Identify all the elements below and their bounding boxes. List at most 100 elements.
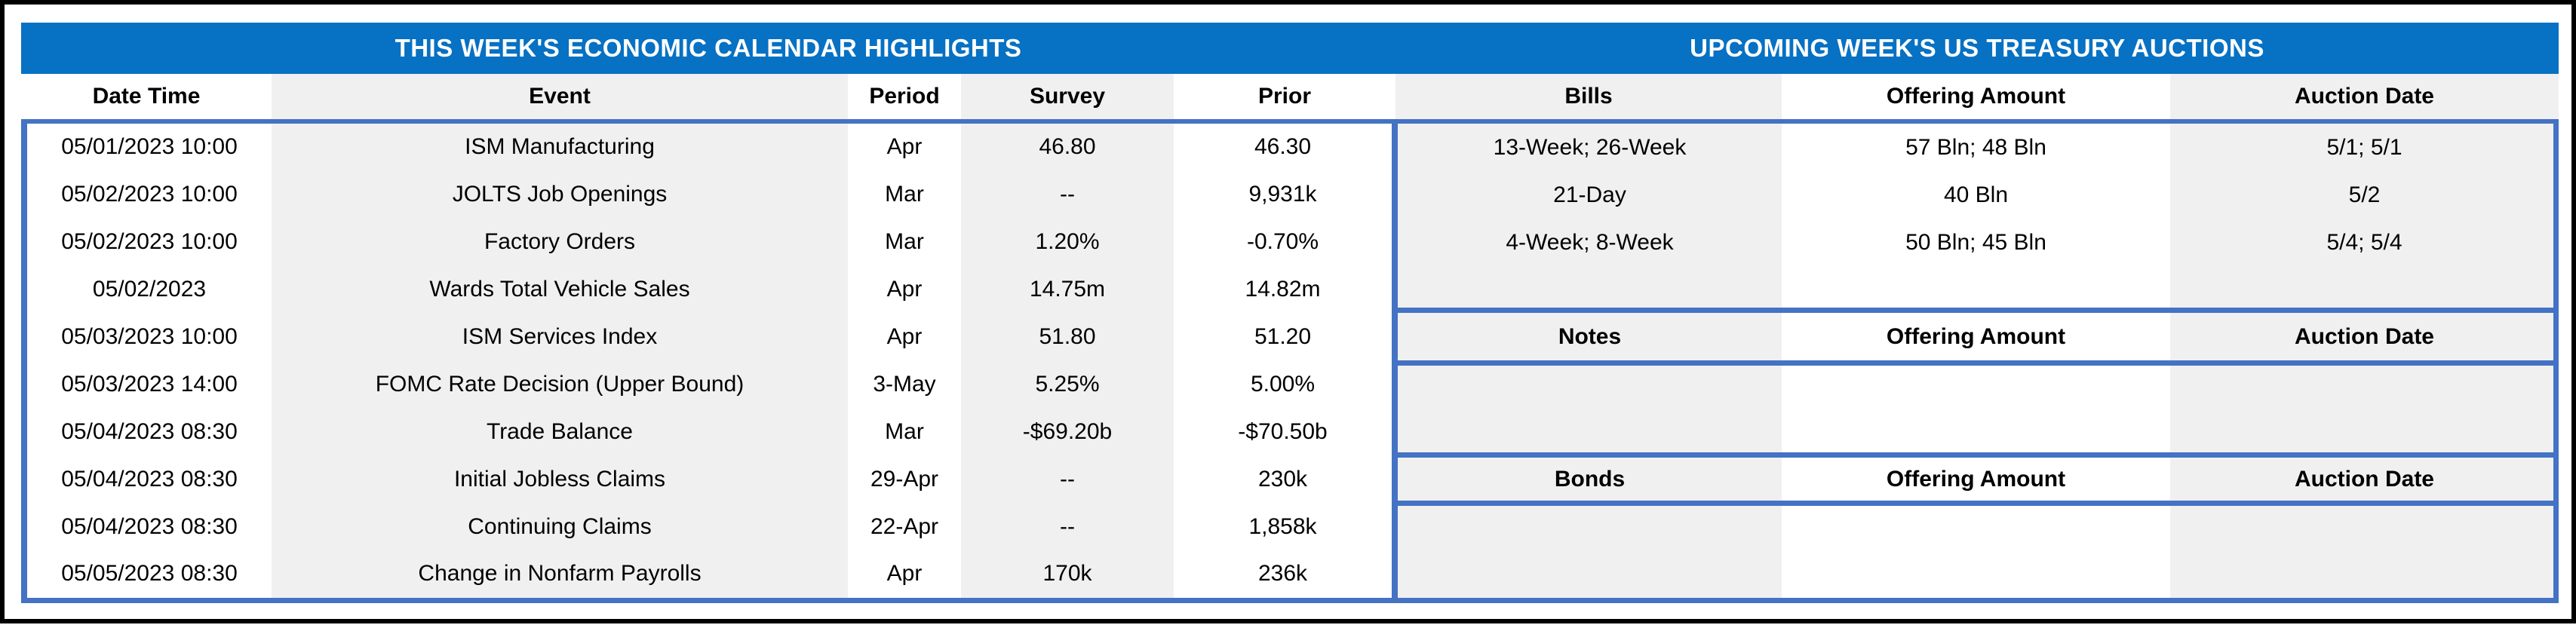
calendar-cell: 05/01/2023 10:00 [27,124,272,171]
calendar-cell: Apr [848,265,961,314]
calendar-cell: 1.20% [961,218,1174,266]
calendar-cell: 14.75m [961,265,1174,314]
calendar-cell: Mar [848,218,961,266]
calendar-cell: 05/03/2023 14:00 [27,360,272,409]
calendar-cell: 46.30 [1174,124,1392,171]
notes-auction-date-header: Auction Date [2170,313,2559,360]
calendar-cell: 22-Apr [848,503,961,551]
calendar-title: THIS WEEK'S ECONOMIC CALENDAR HIGHLIGHTS [395,34,1022,62]
notes-offering-stripe [1782,366,2170,452]
col-header-auction-date: Auction Date [2170,74,2559,119]
calendar-row: 05/02/2023 10:00 Factory Orders Mar 1.20% -0… [27,218,1392,266]
calendar-cell: 05/04/2023 08:30 [27,455,272,504]
calendar-row: 05/05/2023 08:30 Change in Nonfarm Payrol… [27,550,1392,598]
col-header-date-time: Date Time [21,74,272,119]
section-header-bonds: Bonds [1398,458,1782,501]
bills-cell: 21-Day [1553,182,1626,207]
col-header-event: Event [272,74,848,119]
calendar-rows: 05/01/2023 10:00 ISM Manufacturing Apr 46.8… [27,124,1392,598]
calendar-cell: 46.80 [961,124,1174,171]
bills-cell: 50 Bln; 45 Bln [1905,229,2046,255]
calendar-cell: ISM Manufacturing [272,124,848,171]
calendar-cell: 1,858k [1174,503,1392,551]
bills-cell: 13-Week; 26-Week [1493,134,1687,160]
calendar-cell: JOLTS Job Openings [272,170,848,219]
header-underline [21,119,2559,124]
calendar-bottom-border [21,598,1398,603]
calendar-cell: 51.80 [961,313,1174,361]
calendar-cell: 05/04/2023 08:30 [27,408,272,456]
bonds-offering-stripe [1782,506,2170,598]
calendar-row: 05/03/2023 14:00 FOMC Rate Decision (Uppe… [27,360,1392,409]
calendar-cell: 9,931k [1174,170,1392,219]
calendar-cell: -- [961,170,1174,219]
calendar-cell: 3-May [848,360,961,409]
calendar-left-border [21,124,27,603]
calendar-cell: Mar [848,408,961,456]
calendar-cell: 5.25% [961,360,1174,409]
calendar-cell: 230k [1174,455,1392,504]
calendar-cell: -$69.20b [961,408,1174,456]
notes-empty-area [1398,366,2559,452]
calendar-cell: Apr [848,124,961,171]
bonds-date-stripe [2170,506,2559,598]
calendar-row: 05/04/2023 08:30 Continuing Claims 22-Apr -… [27,503,1392,551]
table-divider-border [1392,124,1398,603]
calendar-cell: 05/02/2023 [27,265,272,314]
calendar-cell: 14.82m [1174,265,1392,314]
bills-row: 4-Week; 8-Week 50 Bln; 45 Bln 5/4; 5/4 [1398,219,2559,266]
bonds-column-stripe [1398,506,1782,598]
calendar-cell: Apr [848,313,961,361]
col-header-prior: Prior [1174,74,1395,119]
calendar-row: 05/04/2023 08:30 Trade Balance Mar -$69.20b… [27,408,1392,456]
section-header-notes: Notes [1398,313,1782,360]
bills-row: 21-Day 40 Bln 5/2 [1398,171,2559,219]
calendar-cell: -$70.50b [1174,408,1392,456]
col-header-offering-amount: Offering Amount [1782,74,2170,119]
auctions-right-border [2553,124,2559,603]
calendar-row: 05/04/2023 08:30 Initial Jobless Claims 29… [27,455,1392,504]
notes-top-border [1398,308,2559,313]
offering-column-stripe [1782,124,2170,308]
col-header-bills: Bills [1395,74,1782,119]
notes-date-stripe [2170,366,2559,452]
bonds-header-underline [1398,501,2559,506]
calendar-row: 05/02/2023 Wards Total Vehicle Sales Apr 14… [27,265,1392,314]
bonds-auction-date-header: Auction Date [2170,458,2559,501]
calendar-cell: -- [961,455,1174,504]
column-header-row: Date Time Event Period Survey Prior Bill… [21,74,2559,119]
calendar-cell: 05/02/2023 10:00 [27,170,272,219]
calendar-cell: 51.20 [1174,313,1392,361]
bills-cell: 4-Week; 8-Week [1506,229,1674,255]
bills-cell: 40 Bln [1943,182,2009,207]
calendar-cell: Apr [848,550,961,598]
calendar-cell: 05/04/2023 08:30 [27,503,272,551]
auctions-title: UPCOMING WEEK'S US TREASURY AUCTIONS [1690,34,2264,62]
auction-date-column-stripe [2170,124,2559,308]
calendar-cell: Continuing Claims [272,503,848,551]
bills-row: 13-Week; 26-Week 57 Bln; 48 Bln 5/1; 5/1 [1398,124,2559,171]
calendar-cell: Wards Total Vehicle Sales [272,265,848,314]
bills-column-stripe [1398,124,1782,308]
calendar-cell: 170k [961,550,1174,598]
bills-cell: 5/2 [2348,182,2381,207]
calendar-cell: FOMC Rate Decision (Upper Bound) [272,360,848,409]
calendar-cell: -- [961,503,1174,551]
col-header-period: Period [848,74,961,119]
calendar-cell: 05/05/2023 08:30 [27,550,272,598]
bonds-header-row: Bonds Offering Amount Auction Date [1398,458,2559,501]
bonds-offering-amount-header: Offering Amount [1782,458,2170,501]
calendar-cell: 5.00% [1174,360,1392,409]
calendar-cell: ISM Services Index [272,313,848,361]
calendar-cell: Change in Nonfarm Payrolls [272,550,848,598]
auctions-bottom-border [1398,598,2559,603]
bills-cell: 5/1; 5/1 [2326,134,2403,160]
calendar-cell: 29-Apr [848,455,961,504]
notes-column-stripe [1398,366,1782,452]
calendar-row: 05/01/2023 10:00 ISM Manufacturing Apr 46.8… [27,124,1392,171]
notes-header-underline [1398,360,2559,366]
calendar-row: 05/02/2023 10:00 JOLTS Job Openings Mar -- 9… [27,170,1392,219]
calendar-cell: Mar [848,170,961,219]
calendar-cell: 236k [1174,550,1392,598]
bills-rows: 13-Week; 26-Week 57 Bln; 48 Bln 5/1; 5/1 21… [1398,124,2559,266]
